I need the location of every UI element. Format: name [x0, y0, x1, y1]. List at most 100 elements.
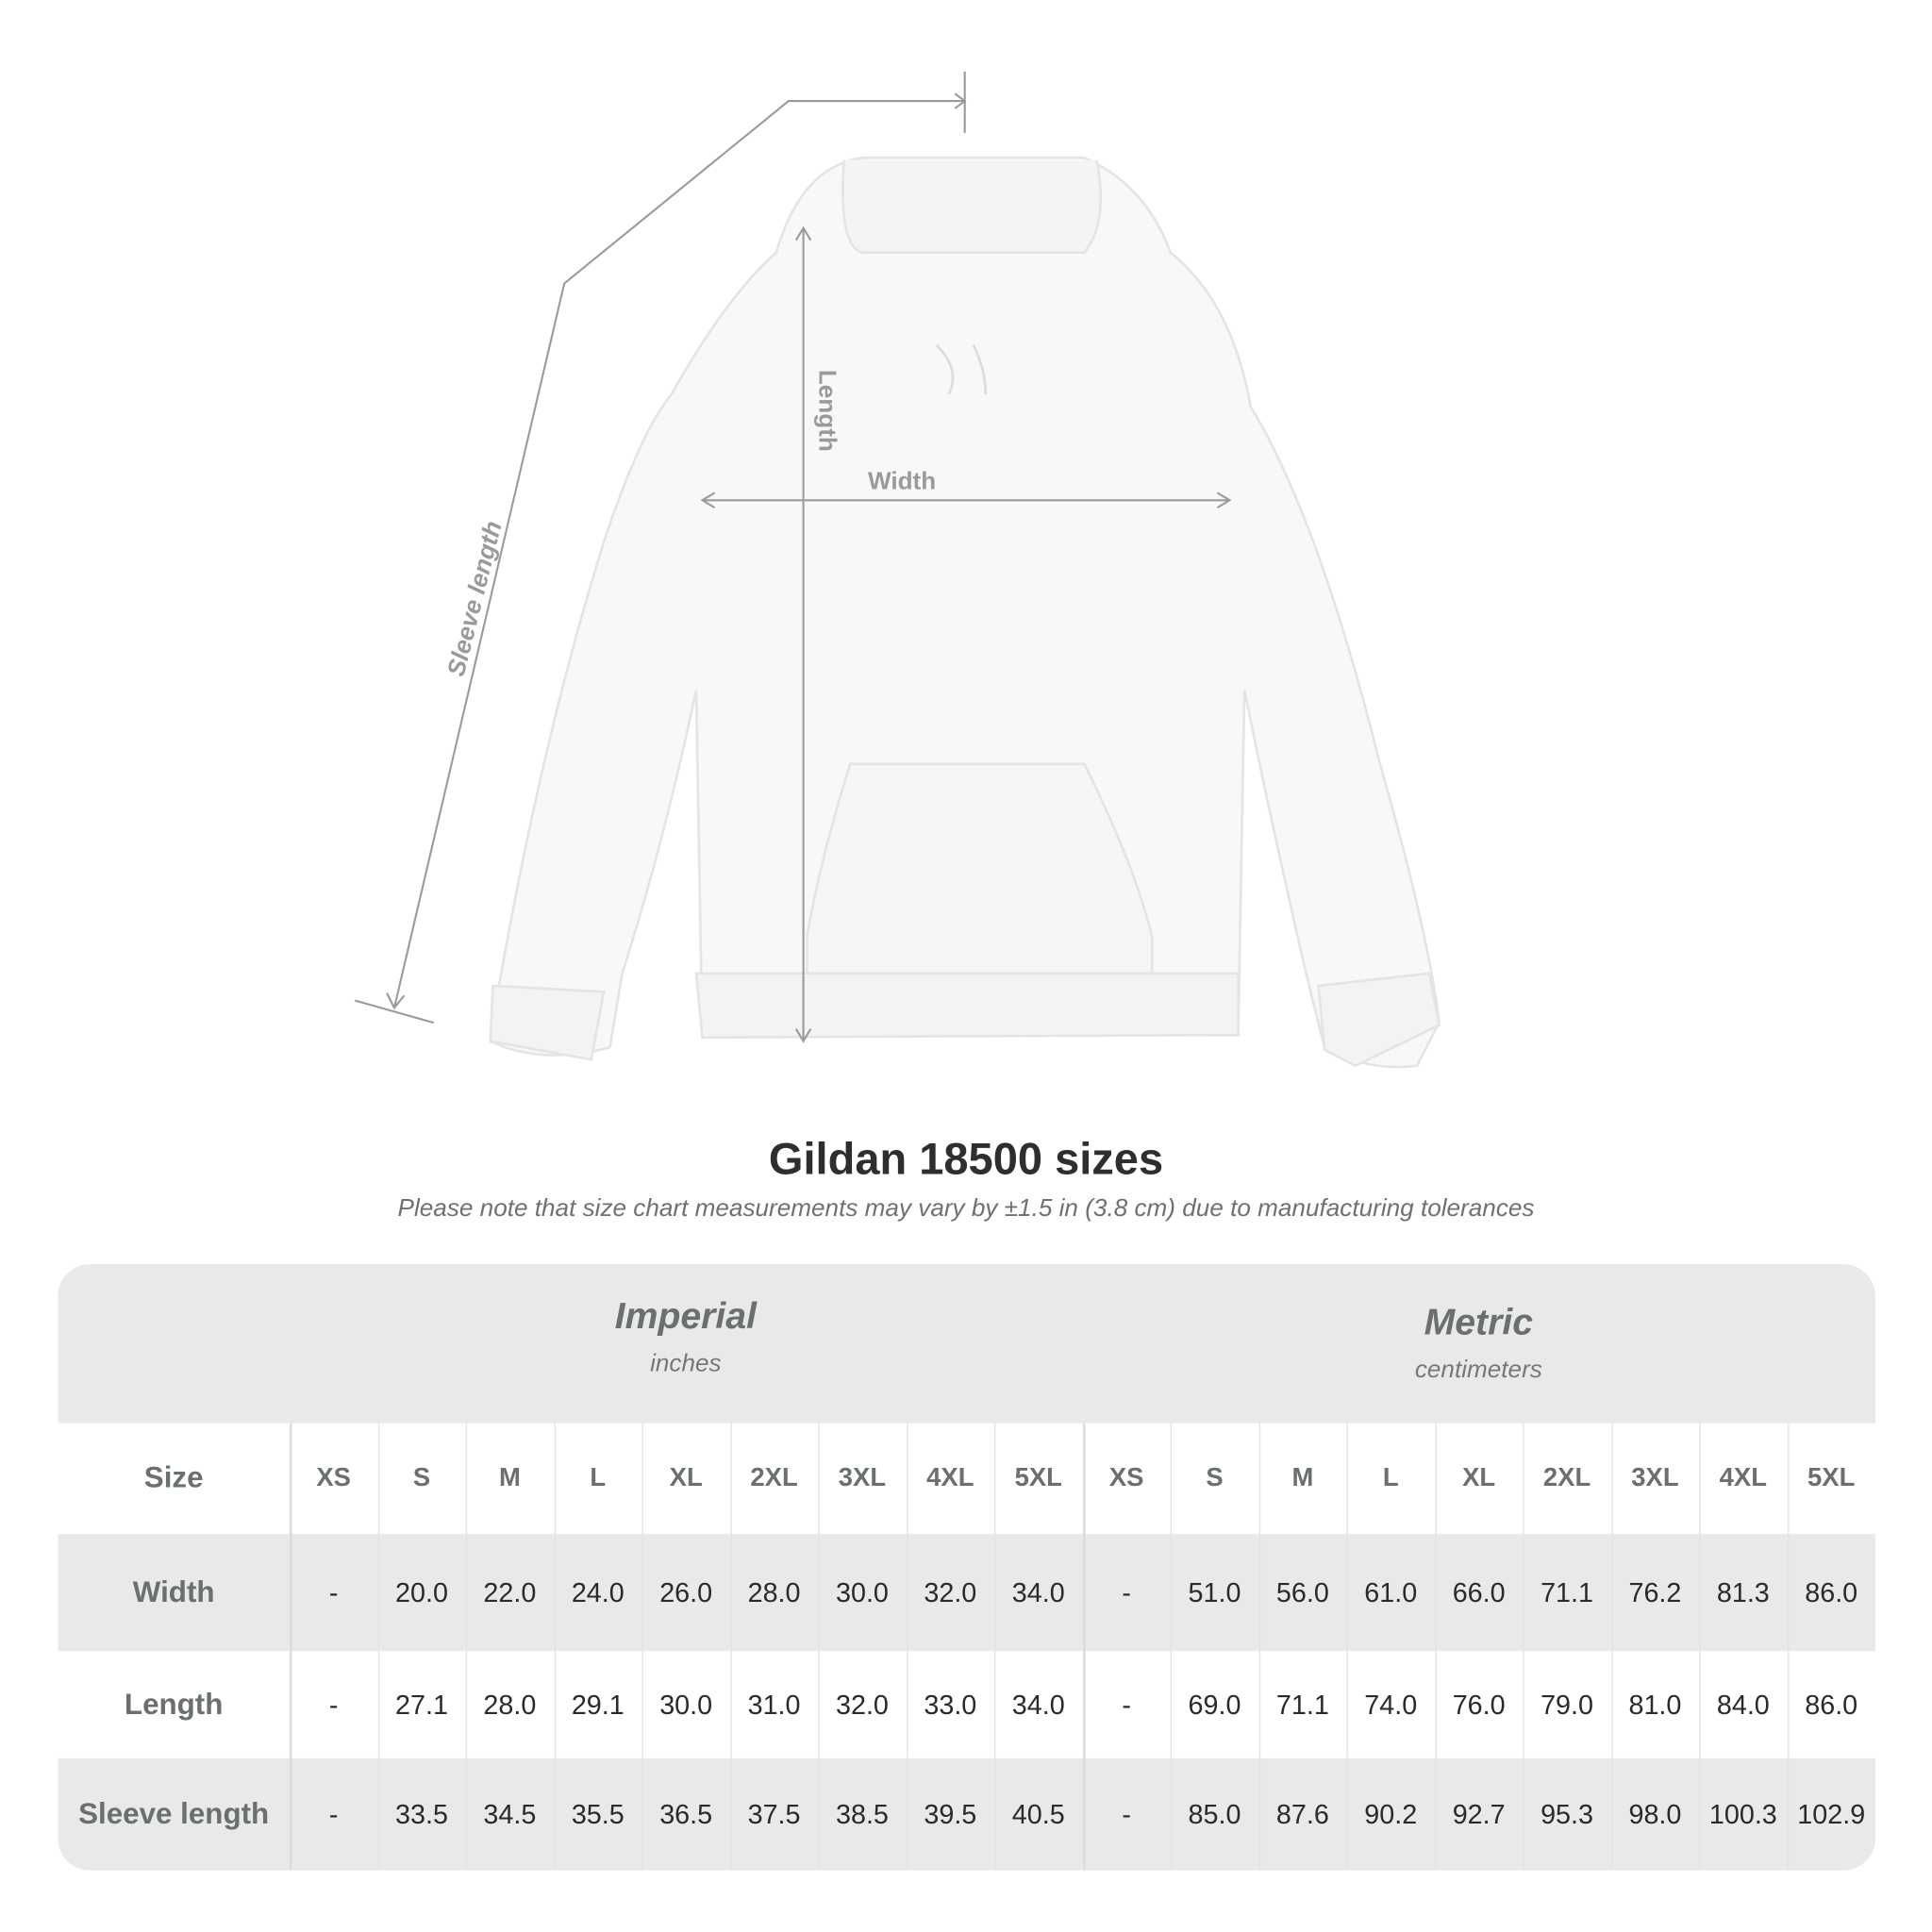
column-divider — [465, 1423, 468, 1871]
metric-unit: centimeters — [1414, 1357, 1542, 1384]
column-divider — [906, 1423, 908, 1871]
size-header-cell: XS — [1108, 1463, 1144, 1492]
column-divider — [1346, 1423, 1348, 1871]
page-title: Gildan 18500 sizes — [768, 1133, 1164, 1185]
size-header-cell: L — [590, 1463, 607, 1492]
table-cell: 34.0 — [1011, 1689, 1065, 1720]
tolerance-note: Please note that size chart measurements… — [397, 1194, 1535, 1223]
table-cell: 74.0 — [1364, 1689, 1418, 1720]
size-header-cell: S — [1206, 1463, 1224, 1492]
table-cell: 30.0 — [835, 1576, 889, 1607]
size-header-cell: M — [498, 1463, 521, 1492]
column-divider — [729, 1423, 732, 1871]
row-label: Size — [143, 1461, 204, 1495]
table-cell: 66.0 — [1452, 1576, 1506, 1607]
table-cell: 20.0 — [395, 1576, 448, 1607]
table-cell: 28.0 — [747, 1576, 801, 1607]
table-cell: 71.1 — [1541, 1576, 1594, 1607]
table-cell: 71.1 — [1275, 1689, 1329, 1720]
header-band — [58, 1264, 1875, 1424]
imperial-header: Imperial inches — [290, 1296, 1082, 1379]
column-divider — [641, 1423, 643, 1871]
width-label: Width — [868, 467, 936, 495]
size-header-cell: 3XL — [838, 1463, 887, 1492]
size-header-cell: 4XL — [926, 1463, 974, 1492]
size-header-cell: 3XL — [1631, 1463, 1679, 1492]
table-cell: 100.3 — [1708, 1798, 1777, 1829]
size-header-cell: S — [412, 1463, 431, 1492]
row-label: Length — [124, 1687, 224, 1721]
table-cell: 87.6 — [1275, 1798, 1329, 1829]
table-cell: 86.0 — [1805, 1576, 1858, 1607]
size-header-cell: 5XL — [1014, 1463, 1062, 1492]
column-divider — [994, 1423, 996, 1871]
table-cell: 90.2 — [1364, 1798, 1418, 1829]
row-band — [58, 1757, 1875, 1871]
length-label: Length — [814, 370, 842, 452]
table-cell: 22.0 — [483, 1576, 537, 1607]
size-header-cell: 2XL — [750, 1463, 798, 1492]
table-cell: 69.0 — [1188, 1689, 1241, 1720]
table-row: Sleeve length - 33.5 34.5 35.5 36.5 37.5 38.5 39… — [58, 1758, 1875, 1871]
table-cell: 37.5 — [747, 1798, 801, 1829]
sleeve-length-label: Sleeve length — [441, 518, 508, 679]
table-cell: 32.0 — [835, 1689, 889, 1720]
table-cell: 36.5 — [659, 1798, 713, 1829]
table-cell: 86.0 — [1805, 1689, 1858, 1720]
column-divider — [1787, 1423, 1789, 1871]
table-cell: 33.5 — [395, 1798, 448, 1829]
table-cell: 28.0 — [483, 1689, 537, 1720]
metric-title: Metric — [1424, 1302, 1534, 1343]
column-divider — [1523, 1423, 1524, 1871]
size-header-cell: 4XL — [1719, 1463, 1767, 1492]
table-cell: - — [1122, 1689, 1131, 1720]
table-cell: - — [1122, 1576, 1131, 1607]
table-cell: 24.0 — [571, 1576, 625, 1607]
table-cell: 32.0 — [924, 1576, 977, 1607]
metric-header: Metric centimeters — [1082, 1303, 1875, 1386]
table-cell: 81.0 — [1628, 1689, 1682, 1720]
hoodie-image — [489, 156, 1441, 1069]
size-table: Imperial inches Metric centimeters Size X… — [58, 1264, 1875, 1871]
size-header-row: Size XS S M L XL 2XL 3XL 4XL 5XL XS S M L XL 2XL 3XL 4XL 5… — [58, 1424, 1875, 1535]
size-header-cell: 2XL — [1542, 1463, 1591, 1492]
column-divider — [1170, 1423, 1173, 1871]
table-cell: 76.0 — [1452, 1689, 1506, 1720]
table-row: Width - 20.0 22.0 24.0 26.0 28.0 30.0 32.0 34.0 - 5… — [58, 1534, 1875, 1651]
table-cell: 76.2 — [1628, 1576, 1682, 1607]
table-cell: 85.0 — [1188, 1798, 1241, 1829]
table-cell: 27.1 — [395, 1689, 448, 1720]
column-divider — [1082, 1423, 1086, 1871]
row-band — [58, 1534, 1875, 1652]
table-cell: 84.0 — [1716, 1689, 1770, 1720]
imperial-title: Imperial — [614, 1296, 757, 1338]
imperial-unit: inches — [650, 1350, 722, 1378]
table-row: Length - 27.1 28.0 29.1 30.0 31.0 32.0 33.0 34.0 -… — [58, 1651, 1875, 1758]
column-divider — [1258, 1423, 1260, 1871]
size-header-cell: XS — [316, 1463, 351, 1492]
table-cell: 51.0 — [1188, 1576, 1241, 1607]
size-header-cell: XL — [1462, 1463, 1496, 1492]
row-label: Width — [132, 1574, 215, 1609]
table-cell: 34.0 — [1011, 1576, 1065, 1607]
size-header-cell: 5XL — [1807, 1463, 1856, 1492]
table-cell: - — [1122, 1798, 1131, 1829]
measurement-lines — [354, 71, 1232, 1043]
table-cell: 38.5 — [835, 1798, 889, 1829]
table-cell: - — [328, 1689, 339, 1720]
table-cell: 34.5 — [483, 1798, 537, 1829]
table-cell: 56.0 — [1275, 1576, 1329, 1607]
column-divider — [289, 1423, 292, 1871]
size-header-cell: XL — [669, 1463, 703, 1492]
column-divider — [1610, 1423, 1613, 1871]
size-header-cell: M — [1291, 1463, 1314, 1492]
column-divider — [554, 1423, 556, 1871]
table-cell: 30.0 — [659, 1689, 713, 1720]
table-cell: 33.0 — [924, 1689, 977, 1720]
table-cell: 31.0 — [747, 1689, 801, 1720]
table-cell: 81.3 — [1716, 1576, 1770, 1607]
table-cell: - — [328, 1798, 339, 1829]
table-cell: 61.0 — [1364, 1576, 1418, 1607]
table-cell: 39.5 — [924, 1798, 977, 1829]
table-cell: 29.1 — [571, 1689, 625, 1720]
